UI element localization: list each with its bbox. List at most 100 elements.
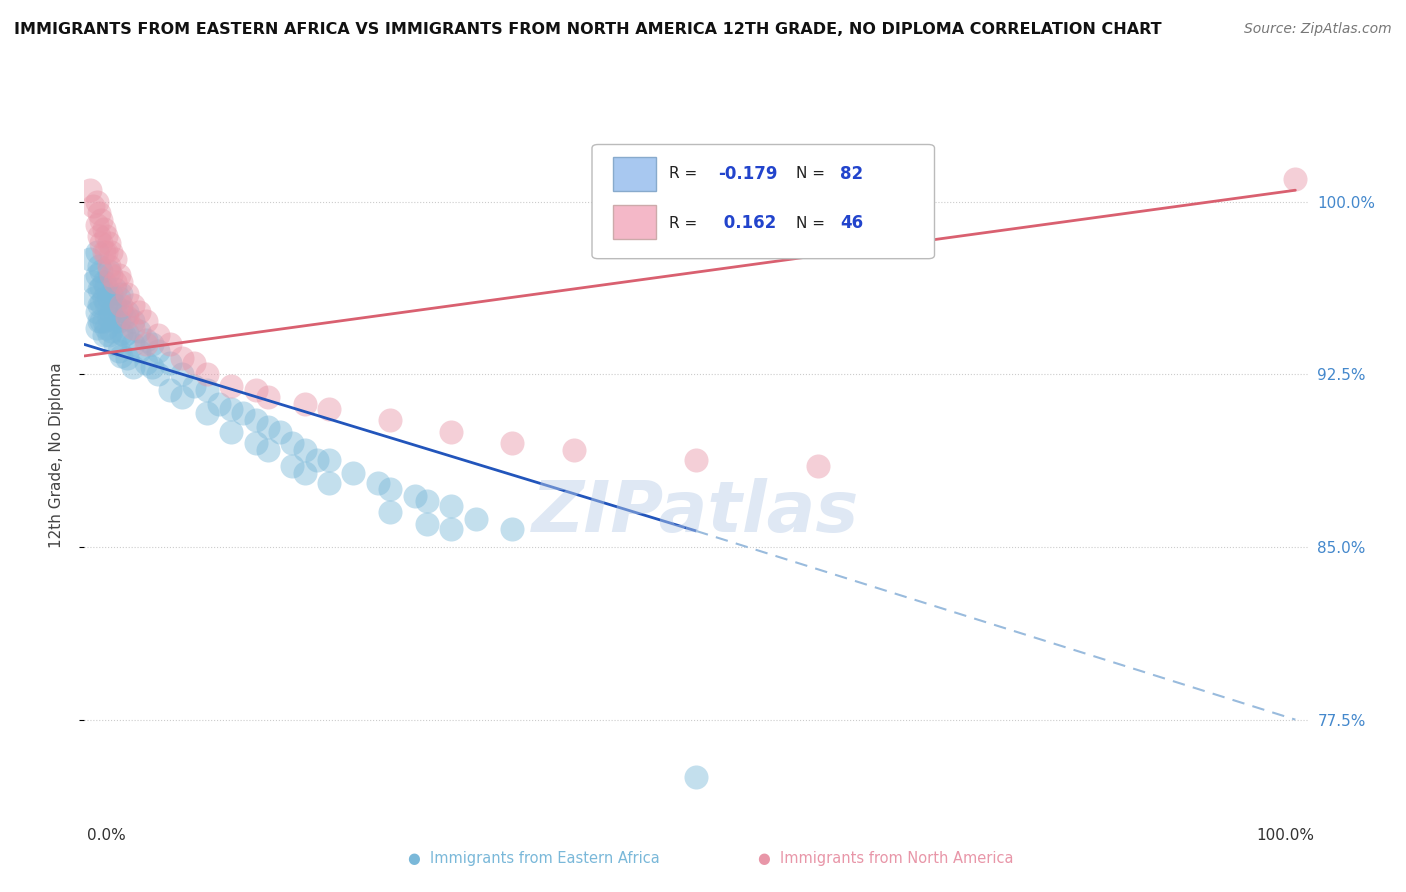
Point bbox=[318, 475, 340, 490]
Point bbox=[380, 506, 402, 520]
Point bbox=[115, 351, 138, 366]
Text: 0.0%: 0.0% bbox=[87, 828, 127, 843]
Point bbox=[87, 206, 110, 220]
Point bbox=[87, 282, 110, 296]
Text: 0.162: 0.162 bbox=[718, 214, 776, 232]
Point bbox=[685, 770, 707, 784]
Point bbox=[97, 264, 120, 278]
Point bbox=[110, 302, 132, 317]
Point bbox=[128, 324, 150, 338]
Point bbox=[416, 516, 439, 531]
Point bbox=[146, 344, 169, 359]
Point bbox=[146, 328, 169, 343]
Point bbox=[115, 310, 138, 324]
Point bbox=[100, 324, 122, 338]
Point bbox=[97, 328, 120, 343]
Point bbox=[104, 298, 127, 312]
Point bbox=[93, 275, 115, 289]
Point bbox=[97, 310, 120, 324]
Text: 100.0%: 100.0% bbox=[1257, 828, 1315, 843]
Point bbox=[110, 286, 132, 301]
Point bbox=[90, 213, 112, 227]
Point bbox=[440, 522, 463, 536]
Point bbox=[440, 425, 463, 439]
Point bbox=[141, 360, 163, 375]
Point bbox=[245, 384, 267, 398]
Point bbox=[93, 222, 115, 236]
Text: Source: ZipAtlas.com: Source: ZipAtlas.com bbox=[1244, 22, 1392, 37]
Point bbox=[219, 425, 242, 439]
Point bbox=[135, 314, 157, 328]
Point bbox=[82, 275, 104, 289]
Point bbox=[172, 390, 194, 404]
Point bbox=[122, 314, 145, 328]
Point bbox=[122, 360, 145, 375]
Point bbox=[219, 401, 242, 416]
Point bbox=[100, 245, 122, 260]
Point bbox=[110, 349, 132, 363]
Point bbox=[159, 384, 181, 398]
Text: ZIPatlas: ZIPatlas bbox=[533, 477, 859, 547]
Point bbox=[86, 245, 108, 260]
Point bbox=[367, 475, 389, 490]
Point bbox=[146, 368, 169, 382]
Point bbox=[159, 356, 181, 370]
Point bbox=[79, 183, 101, 197]
Point bbox=[86, 321, 108, 335]
Point bbox=[685, 452, 707, 467]
Point bbox=[90, 296, 112, 310]
Point bbox=[502, 522, 524, 536]
Point bbox=[141, 337, 163, 351]
Point bbox=[232, 407, 254, 421]
Point bbox=[104, 337, 127, 351]
Point bbox=[96, 229, 118, 244]
Point bbox=[257, 390, 280, 404]
Point bbox=[93, 245, 115, 260]
Point bbox=[96, 296, 118, 310]
Point bbox=[318, 401, 340, 416]
Point bbox=[122, 321, 145, 335]
FancyBboxPatch shape bbox=[592, 145, 935, 259]
Point bbox=[87, 298, 110, 312]
Point bbox=[172, 351, 194, 366]
Point bbox=[96, 280, 118, 294]
Point bbox=[110, 298, 132, 312]
Point bbox=[208, 397, 231, 411]
Point bbox=[135, 337, 157, 351]
Y-axis label: 12th Grade, No Diploma: 12th Grade, No Diploma bbox=[49, 362, 63, 548]
Point bbox=[86, 218, 108, 232]
Point bbox=[110, 326, 132, 340]
Point bbox=[245, 436, 267, 450]
Point bbox=[112, 328, 135, 343]
Point bbox=[86, 305, 108, 319]
Point bbox=[97, 236, 120, 251]
Point bbox=[219, 379, 242, 393]
Point bbox=[122, 298, 145, 312]
Point bbox=[294, 443, 316, 458]
Text: R =: R = bbox=[669, 216, 702, 230]
Point bbox=[90, 280, 112, 294]
Point bbox=[110, 275, 132, 289]
Point bbox=[135, 356, 157, 370]
Point bbox=[86, 194, 108, 209]
Text: R =: R = bbox=[669, 166, 702, 181]
Point bbox=[172, 368, 194, 382]
Point bbox=[100, 305, 122, 319]
Point bbox=[159, 337, 181, 351]
Point bbox=[416, 494, 439, 508]
Point bbox=[128, 344, 150, 359]
Point bbox=[1284, 171, 1306, 186]
Point bbox=[440, 499, 463, 513]
Point bbox=[195, 384, 218, 398]
Text: ●  Immigrants from Eastern Africa: ● Immigrants from Eastern Africa bbox=[408, 851, 661, 865]
Point bbox=[380, 483, 402, 497]
Point bbox=[195, 368, 218, 382]
Point bbox=[96, 321, 118, 335]
Point bbox=[104, 252, 127, 267]
Text: 46: 46 bbox=[841, 214, 863, 232]
Point bbox=[245, 413, 267, 427]
Point bbox=[404, 489, 426, 503]
Point bbox=[128, 305, 150, 319]
Point bbox=[90, 314, 112, 328]
FancyBboxPatch shape bbox=[613, 205, 655, 239]
